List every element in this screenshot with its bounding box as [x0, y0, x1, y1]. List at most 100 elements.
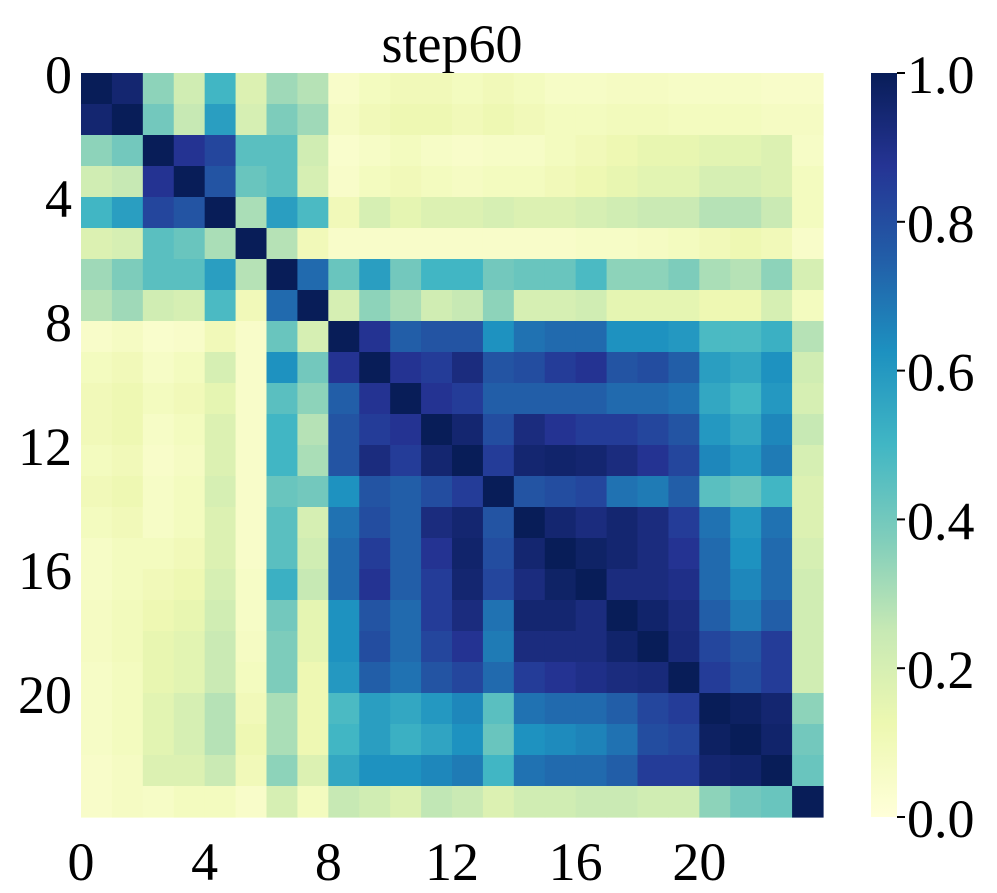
heatmap-cell: [513, 135, 546, 167]
heatmap-cell: [359, 414, 391, 446]
heatmap-cell: [730, 662, 762, 694]
heatmap-cell: [390, 166, 422, 198]
heatmap-cell: [699, 228, 731, 260]
heatmap-cell: [328, 259, 360, 291]
x-tick-label: 16: [549, 832, 603, 892]
heatmap-cell: [111, 662, 144, 694]
heatmap-cell: [730, 166, 762, 198]
heatmap-cell: [482, 631, 515, 663]
heatmap-cell: [390, 259, 422, 291]
heatmap-cell: [699, 662, 731, 694]
heatmap-cell: [730, 104, 762, 136]
heatmap-cell: [544, 290, 577, 322]
heatmap-cell: [142, 321, 175, 353]
heatmap-cell: [513, 228, 546, 260]
heatmap-cell: [235, 166, 268, 198]
heatmap-cell: [699, 73, 731, 105]
heatmap-cell: [235, 197, 268, 229]
heatmap-cell: [297, 631, 329, 663]
heatmap-cell: [390, 538, 422, 570]
heatmap-cell: [421, 166, 453, 198]
y-tick-label: 4: [45, 169, 72, 229]
heatmap-cell: [81, 724, 113, 756]
heatmap-cell: [761, 104, 793, 136]
heatmap-cell: [482, 352, 515, 384]
heatmap-cell: [513, 724, 546, 756]
heatmap-cell: [452, 569, 484, 601]
heatmap-cell: [668, 569, 700, 601]
heatmap-cell: [792, 476, 824, 508]
heatmap-cell: [390, 569, 422, 601]
heatmap-cell: [235, 693, 268, 725]
heatmap-cell: [359, 445, 391, 477]
heatmap-cell: [452, 135, 484, 167]
heatmap-cell: [81, 507, 113, 539]
heatmap-cell: [266, 73, 299, 105]
heatmap-cell: [173, 166, 206, 198]
heatmap-cell: [761, 259, 793, 291]
heatmap-cell: [204, 197, 237, 229]
heatmap-cell: [544, 104, 577, 136]
heatmap-cell: [204, 228, 237, 260]
heatmap-cell: [421, 321, 453, 353]
heatmap-cell: [606, 724, 639, 756]
colorbar-tick-label: 0.2: [907, 640, 975, 700]
heatmap-cell: [111, 352, 144, 384]
heatmap-cell: [421, 352, 453, 384]
heatmap-cell: [266, 755, 299, 787]
heatmap-cell: [390, 724, 422, 756]
heatmap-cell: [575, 755, 608, 787]
heatmap-cell: [606, 321, 639, 353]
heatmap-cell: [266, 104, 299, 136]
heatmap-cell: [297, 104, 329, 136]
heatmap-cell: [81, 73, 113, 105]
heatmap-cell: [266, 693, 299, 725]
heatmap-cell: [730, 197, 762, 229]
heatmap-cell: [204, 724, 237, 756]
heatmap-cell: [452, 73, 484, 105]
heatmap-cell: [390, 135, 422, 167]
heatmap-cell: [359, 166, 391, 198]
heatmap-cell: [575, 786, 608, 818]
heatmap-cell: [266, 538, 299, 570]
heatmap-cell: [111, 476, 144, 508]
heatmap-cell: [328, 383, 360, 415]
heatmap-cell: [513, 662, 546, 694]
heatmap-cell: [482, 662, 515, 694]
heatmap-cell: [606, 352, 639, 384]
heatmap-cell: [204, 755, 237, 787]
heatmap-cell: [266, 507, 299, 539]
heatmap-cell: [575, 228, 608, 260]
heatmap-cell: [266, 290, 299, 322]
heatmap-cell: [142, 569, 175, 601]
heatmap-cell: [142, 197, 175, 229]
heatmap-cell: [513, 197, 546, 229]
x-axis-ticks: 0 4 8 12 16 20: [68, 832, 727, 892]
heatmap-cell: [235, 631, 268, 663]
heatmap-cell: [699, 166, 731, 198]
heatmap-cell: [699, 631, 731, 663]
heatmap-cell: [482, 693, 515, 725]
heatmap-cell: [142, 166, 175, 198]
heatmap-cell: [606, 166, 639, 198]
heatmap-cell: [297, 600, 329, 632]
heatmap-cell: [730, 600, 762, 632]
heatmap-cell: [544, 538, 577, 570]
heatmap-cell: [235, 445, 268, 477]
heatmap-cell: [421, 662, 453, 694]
heatmap-cell: [730, 569, 762, 601]
heatmap-cell: [173, 724, 206, 756]
heatmap-cell: [513, 631, 546, 663]
x-tick-label: 0: [68, 832, 95, 892]
heatmap-cell: [142, 631, 175, 663]
heatmap-cell: [328, 724, 360, 756]
heatmap-cell: [359, 724, 391, 756]
heatmap-cell: [761, 724, 793, 756]
heatmap-cell: [637, 414, 670, 446]
heatmap-cell: [544, 166, 577, 198]
heatmap-cell: [359, 538, 391, 570]
heatmap-cell: [81, 135, 113, 167]
heatmap-cell: [204, 383, 237, 415]
heatmap-cell: [142, 755, 175, 787]
heatmap-cell: [173, 786, 206, 818]
